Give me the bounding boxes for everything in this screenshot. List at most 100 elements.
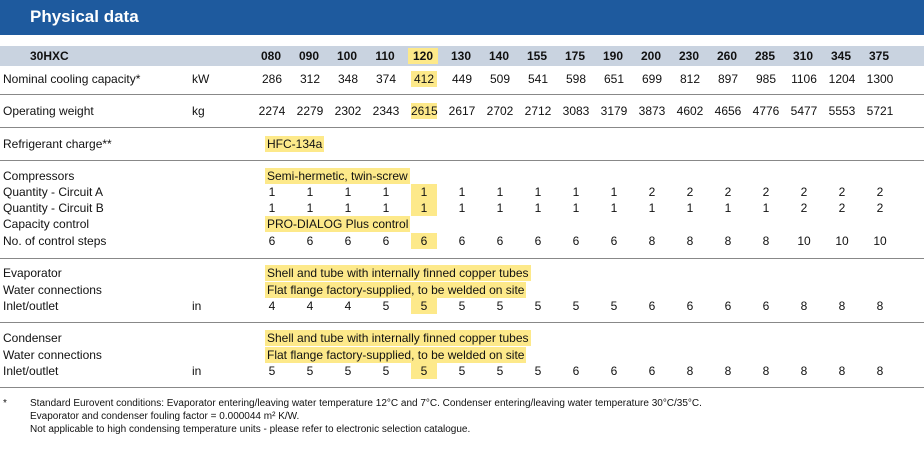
value-cell: 1 [458,201,466,215]
separator [0,94,924,95]
value-cell: 5 [458,364,466,378]
size-header-cell: 375 [868,49,890,63]
size-header-cell: 200 [640,49,662,63]
row-cooling: Nominal cooling capacity* kW 286 312 348 37… [0,71,924,87]
value-cell: 6 [648,364,656,378]
value-cell: 1 [534,201,542,215]
row-unit: kW [192,72,210,86]
value-cell: 286 [261,72,283,86]
value-cell: 6 [572,364,580,378]
value-cell: 5 [610,299,618,313]
value-cell: 1 [496,201,504,215]
separator [0,322,924,323]
value-cell: 3083 [562,104,590,118]
value-cell: 2617 [448,104,476,118]
value-cell: 374 [375,72,397,86]
size-header-cell: 175 [564,49,586,63]
row-unit: kg [192,104,205,118]
value-cell: 2279 [296,104,324,118]
row-label: Nominal cooling capacity* [3,72,141,86]
value-cell: 449 [451,72,473,86]
row-evaporator: Evaporator Shell and tube with internall… [0,265,924,281]
value-cell: 1204 [828,72,856,86]
value-cell: 1 [306,185,314,199]
evaporator-value: Shell and tube with internally finned co… [265,265,531,281]
value-cell: 509 [489,72,511,86]
value-cell: 897 [717,72,739,86]
row-label: Water connections [3,348,102,362]
row-condenser: Condenser Shell and tube with internally… [0,330,924,346]
row-weight: Operating weight kg 2274 2279 2302 2343 2615… [0,103,924,119]
value-cell: 3873 [638,104,666,118]
table-header-row: 30HXC 080 090 100 110 120 130 140 155 175 190 200 2… [0,46,924,66]
value-cell: 5 [534,299,542,313]
value-cell: 1 [268,201,276,215]
value-cell: 1 [268,185,276,199]
value-cell: 2 [838,201,846,215]
row-label: Quantity - Circuit B [3,201,104,215]
capacity-control-value: PRO-DIALOG Plus control [265,216,411,232]
row-label: Condenser [3,331,62,345]
separator [0,127,924,128]
size-header-cell: 120 [408,48,438,64]
row-label: No. of control steps [3,234,107,248]
value-cell: 8 [724,234,732,248]
value-cell: 8 [648,234,656,248]
separator [0,258,924,259]
value-cell: 2274 [258,104,286,118]
row-label: Quantity - Circuit A [3,185,104,199]
value-cell: 1 [686,201,694,215]
value-cell: 5 [306,364,314,378]
value-cell: 1 [534,185,542,199]
row-label: Operating weight [3,104,94,118]
value-cell: 1 [496,185,504,199]
value-cell: 5553 [828,104,856,118]
size-header-cell: 130 [450,49,472,63]
value-cell: 6 [572,234,580,248]
value-cell: 5 [496,364,504,378]
row-unit: in [192,299,202,313]
value-cell: 1300 [866,72,894,86]
value-cell: 8 [800,299,808,313]
value-cell: 2 [876,185,884,199]
value-cell: 1 [382,185,390,199]
row-qty-circuit-b: Quantity - Circuit B 1 1 1 1 1 1 1 1 1 1 1 1 1 1 2 2 2 [0,200,924,216]
cond-water-value: Flat flange factory-supplied, to be weld… [265,347,527,363]
value-cell: 2702 [486,104,514,118]
value-cell: 6 [458,234,466,248]
value-cell: 4 [306,299,314,313]
value-cell: 1 [458,185,466,199]
value-cell: 10 [797,234,811,248]
row-unit: in [192,364,202,378]
footnote-marker: * [3,398,7,409]
value-cell: 1 [306,201,314,215]
value-cell: 812 [679,72,701,86]
value-cell: 2343 [372,104,400,118]
value-cell: 3179 [600,104,628,118]
size-header-cell: 230 [678,49,700,63]
value-cell: 6 [382,234,390,248]
value-cell: 4 [344,299,352,313]
row-label: Capacity control [3,217,90,231]
footnote-line: Not applicable to high condensing temper… [30,424,471,435]
size-header-cell: 155 [526,49,548,63]
value-cell: 5 [496,299,504,313]
value-cell: 2 [838,185,846,199]
value-cell: 1 [411,200,437,216]
row-cond-inlet-outlet: Inlet/outlet in 5 5 5 5 5 5 5 5 6 6 6 8 8 8 8 8 8 [0,363,924,379]
value-cell: 699 [641,72,663,86]
value-cell: 5 [411,298,437,314]
value-cell: 1 [411,184,437,200]
row-qty-circuit-a: Quantity - Circuit A 1 1 1 1 1 1 1 1 1 1 2 2 2 2 2 2 2 [0,184,924,200]
value-cell: 541 [527,72,549,86]
value-cell: 6 [496,234,504,248]
footnote-line: Standard Eurovent conditions: Evaporator… [30,398,702,409]
value-cell: 6 [610,234,618,248]
value-cell: 5 [382,364,390,378]
value-cell: 1 [572,185,580,199]
row-compressors: Compressors Semi-hermetic, twin-screw [0,168,924,184]
value-cell: 4 [268,299,276,313]
value-cell: 5 [534,364,542,378]
section-title: Physical data [30,7,139,26]
evap-water-value: Flat flange factory-supplied, to be weld… [265,282,527,298]
